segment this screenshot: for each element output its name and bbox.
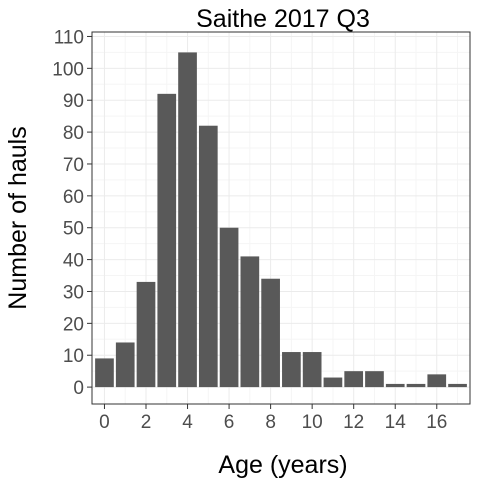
x-tick-label: 6 [224,412,235,433]
chart-title: Saithe 2017 Q3 [196,5,370,33]
bar-age-5 [198,125,218,388]
y-tick-label: 50 [63,219,84,240]
bar-age-3 [157,93,177,388]
x-tick-label: 16 [426,412,447,433]
bar-age-13 [365,371,384,388]
bar-age-12 [344,371,364,388]
bars [95,52,467,388]
y-tick-label: 60 [63,187,84,208]
y-tick-label: 110 [54,27,84,48]
bar-age-0 [95,358,114,388]
y-tick-labels: 0 10 20 30 40 50 60 70 80 90 100 110 [52,27,84,399]
bar-age-6 [219,227,239,388]
y-tick-label: 40 [63,251,84,272]
bar-age-10 [302,352,322,388]
x-tick-label: 0 [99,412,110,433]
bar-age-17 [448,383,467,388]
x-tick-label: 8 [265,412,276,433]
bar-age-11 [323,377,343,388]
x-tick-label: 4 [182,412,193,433]
y-tick-label: 0 [73,378,84,399]
bar-age-15 [406,383,426,388]
bar-age-16 [427,374,447,388]
x-tick-label: 2 [141,412,152,433]
y-tick-label: 100 [52,59,84,80]
y-tick-label: 20 [63,314,84,335]
y-tick-label: 80 [63,123,84,144]
x-tick-label: 14 [385,412,407,433]
panel-border [91,31,471,405]
bar-age-2 [136,281,156,388]
bar-age-1 [115,342,135,388]
bar-age-8 [261,278,280,388]
y-tick-label: 30 [63,282,84,303]
y-axis-title: Number of hauls [4,126,32,309]
bar-age-9 [282,352,301,388]
x-tick-label: 12 [343,412,364,433]
y-tick-label: 10 [63,346,84,367]
axis-ticks [87,35,438,409]
x-axis-title: Age (years) [218,451,347,479]
bar-age-14 [385,383,405,388]
bar-age-4 [178,52,197,388]
x-tick-labels: 0 2 4 6 8 10 12 14 16 [99,412,447,433]
x-tick-label: 10 [302,412,323,433]
bar-age-7 [240,256,260,388]
y-tick-label: 90 [63,91,84,112]
y-tick-label: 70 [63,155,84,176]
